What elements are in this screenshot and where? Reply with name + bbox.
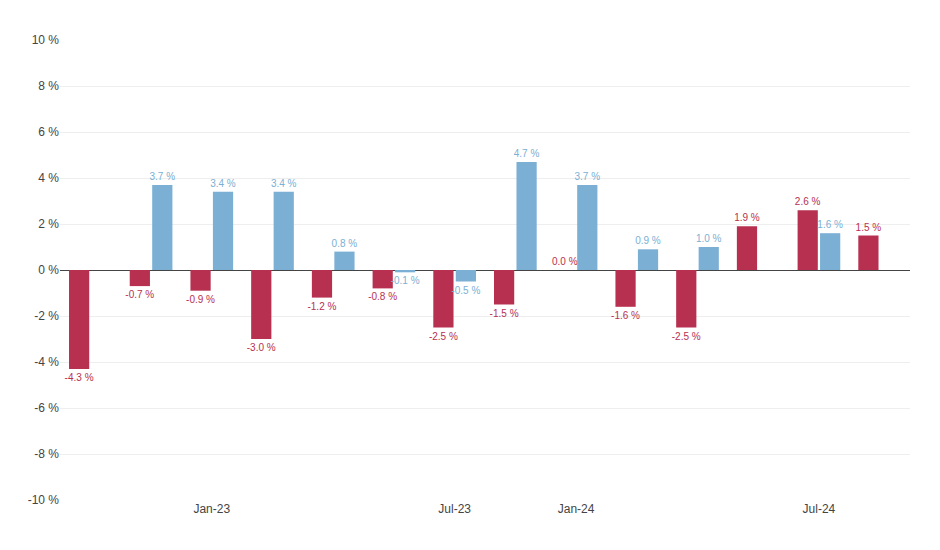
svg-text:-8 %: -8 % [34, 447, 59, 461]
svg-text:3.7 %: 3.7 % [149, 171, 175, 182]
svg-text:-1.6 %: -1.6 % [611, 310, 640, 321]
svg-text:3.4 %: 3.4 % [271, 178, 297, 189]
svg-text:1.9 %: 1.9 % [734, 212, 760, 223]
svg-text:3.4 %: 3.4 % [210, 178, 236, 189]
svg-text:2.6 %: 2.6 % [795, 196, 821, 207]
svg-text:-4 %: -4 % [34, 355, 59, 369]
svg-text:-2.5 %: -2.5 % [672, 331, 701, 342]
svg-text:1.0 %: 1.0 % [696, 233, 722, 244]
svg-text:0 %: 0 % [38, 263, 59, 277]
svg-text:-0.8 %: -0.8 % [368, 291, 397, 302]
svg-text:3.7 %: 3.7 % [574, 171, 600, 182]
svg-text:1.5 %: 1.5 % [856, 222, 882, 233]
svg-text:-0.7 %: -0.7 % [125, 289, 154, 300]
svg-text:8 %: 8 % [38, 79, 59, 93]
svg-text:0.9 %: 0.9 % [635, 235, 661, 246]
svg-text:0.0 %: 0.0 % [552, 256, 578, 267]
svg-text:10 %: 10 % [32, 33, 60, 47]
svg-text:2 %: 2 % [38, 217, 59, 231]
svg-text:6 %: 6 % [38, 125, 59, 139]
svg-text:-1.5 %: -1.5 % [490, 308, 519, 319]
svg-text:4 %: 4 % [38, 171, 59, 185]
svg-text:Jan-23: Jan-23 [193, 502, 230, 516]
svg-text:4.7 %: 4.7 % [514, 148, 540, 159]
svg-text:-2 %: -2 % [34, 309, 59, 323]
svg-text:-3.0 %: -3.0 % [247, 342, 276, 353]
svg-text:0.8 %: 0.8 % [332, 238, 358, 249]
svg-text:-0.1 %: -0.1 % [391, 275, 420, 286]
svg-text:Jul-24: Jul-24 [803, 502, 836, 516]
svg-text:Jul-23: Jul-23 [438, 502, 471, 516]
svg-text:1.6 %: 1.6 % [817, 219, 843, 230]
svg-text:-0.5 %: -0.5 % [451, 285, 480, 296]
svg-text:-10 %: -10 % [28, 493, 60, 507]
svg-text:-0.9 %: -0.9 % [186, 294, 215, 305]
svg-text:-4.3 %: -4.3 % [65, 372, 94, 383]
svg-text:Jan-24: Jan-24 [558, 502, 595, 516]
svg-text:-6 %: -6 % [34, 401, 59, 415]
svg-text:-1.2 %: -1.2 % [307, 301, 336, 312]
svg-text:-2.5 %: -2.5 % [429, 331, 458, 342]
